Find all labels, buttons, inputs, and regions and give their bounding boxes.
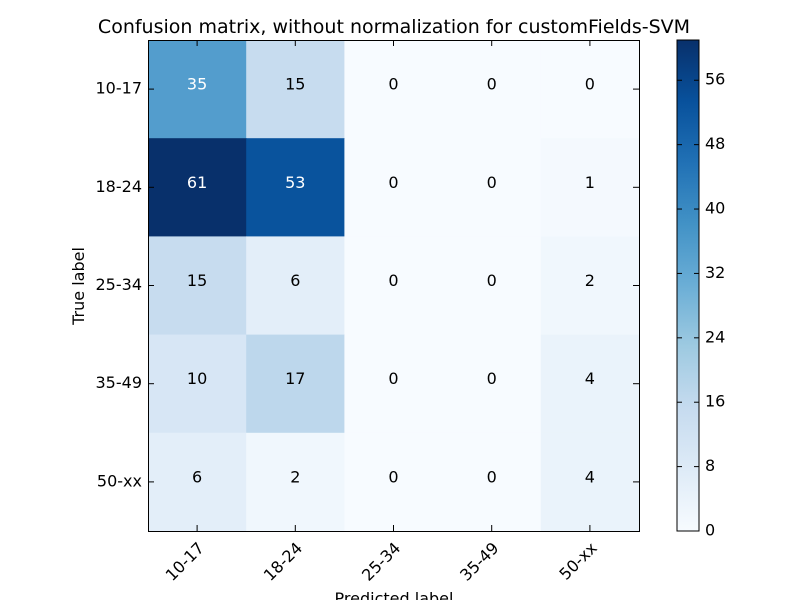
cell-value-label: 4 — [585, 369, 595, 388]
cell-value-label: 61 — [187, 173, 207, 192]
heatmap-cell-labels: 35 15 0 0 0 61 53 0 0 1 15 6 0 0 2 10 17 0 0 4 6 2 0 0 4 — [187, 75, 595, 487]
heatmap-cell — [246, 334, 345, 434]
heatmap-cell — [344, 432, 444, 532]
cell-value-label: 2 — [290, 467, 300, 486]
cell-value-label: 0 — [388, 75, 398, 94]
colorbar-tick-label: 8 — [705, 456, 715, 475]
colorbar-tick-label: 0 — [705, 521, 715, 540]
heatmap-cell — [344, 236, 444, 336]
heatmap-cell — [540, 138, 640, 237]
heatmap-cell — [246, 138, 345, 237]
colorbar-tick-label: 24 — [705, 327, 725, 346]
cell-value-label: 15 — [187, 271, 207, 290]
heatmap-cell — [442, 334, 542, 434]
y-tick-label: 25-34 — [96, 275, 143, 294]
heatmap-cell — [344, 138, 444, 237]
colorbar-tick-label: 40 — [705, 199, 725, 218]
cell-value-label: 0 — [487, 75, 497, 94]
heatmap-cell — [246, 236, 345, 336]
y-tick-label: 35-49 — [96, 373, 143, 392]
heatmap-cell — [442, 40, 542, 139]
cell-value-label: 4 — [585, 467, 595, 486]
cell-value-label: 10 — [187, 369, 207, 388]
heatmap-cell — [148, 138, 247, 237]
x-tick-label: 18-24 — [260, 538, 306, 584]
heatmap-cell — [540, 236, 640, 336]
heatmap-cell — [148, 236, 247, 336]
cell-value-label: 0 — [388, 271, 398, 290]
heatmap-cell — [540, 334, 640, 434]
cell-value-label: 6 — [290, 271, 300, 290]
y-axis-ticks: 10-17 18-24 25-34 35-49 50-xx — [96, 79, 639, 490]
cell-value-label: 6 — [192, 467, 202, 486]
cell-value-label: 1 — [585, 173, 595, 192]
colorbar-tick-label: 32 — [705, 263, 725, 282]
heatmap-cell — [246, 432, 345, 532]
x-tick-label: 10-17 — [162, 538, 208, 584]
heatmap-cell — [540, 432, 640, 532]
cell-value-label: 35 — [187, 75, 207, 94]
y-tick-label: 18-24 — [96, 177, 143, 196]
heatmap-cell — [148, 334, 247, 434]
colorbar-tick-label: 48 — [705, 134, 725, 153]
heatmap-cell — [540, 40, 640, 139]
colorbar-tick-label: 16 — [705, 392, 725, 411]
heatmap-cells — [148, 40, 640, 532]
heatmap-cell — [442, 236, 542, 336]
cell-value-label: 0 — [487, 173, 497, 192]
heatmap-cell — [344, 40, 444, 139]
heatmap-cell — [246, 40, 345, 139]
colorbar-ticks: 0 8 16 24 32 40 48 56 — [677, 70, 725, 540]
y-axis-label: True label — [69, 247, 88, 326]
y-tick-label: 10-17 — [96, 79, 143, 98]
cell-value-label: 15 — [285, 75, 305, 94]
x-tick-label: 50-xx — [555, 538, 600, 583]
colorbar-tick-label: 56 — [705, 70, 725, 89]
x-tick-label: 35-49 — [456, 538, 502, 584]
heatmap-cell — [148, 432, 247, 532]
colorbar — [676, 39, 700, 532]
cell-value-label: 0 — [388, 369, 398, 388]
x-tick-label: 25-34 — [358, 538, 404, 584]
cell-value-label: 0 — [585, 75, 595, 94]
cell-value-label: 0 — [487, 369, 497, 388]
cell-value-label: 53 — [285, 173, 305, 192]
cell-value-label: 0 — [487, 467, 497, 486]
heatmap-cell — [442, 138, 542, 237]
chart-title: Confusion matrix, without normalization … — [98, 16, 690, 38]
cell-value-label: 2 — [585, 271, 595, 290]
cell-value-label: 0 — [487, 271, 497, 290]
cell-value-label: 17 — [285, 369, 305, 388]
cell-value-label: 0 — [388, 173, 398, 192]
x-axis-label: Predicted label — [335, 589, 454, 600]
heatmap-cell — [148, 40, 247, 139]
cell-value-label: 0 — [388, 467, 398, 486]
y-tick-label: 50-xx — [97, 471, 142, 490]
heatmap-cell — [442, 432, 542, 532]
heatmap-cell — [344, 334, 444, 434]
